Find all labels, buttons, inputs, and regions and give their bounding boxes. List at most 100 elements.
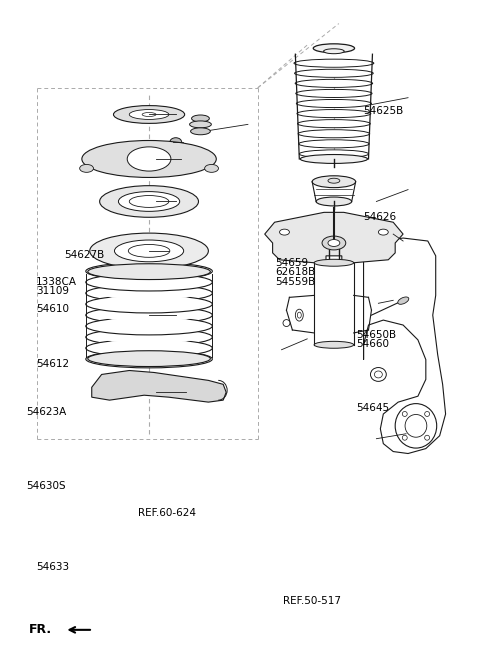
Ellipse shape — [170, 138, 182, 147]
Ellipse shape — [86, 317, 212, 335]
Text: 54610: 54610 — [36, 305, 69, 314]
Ellipse shape — [297, 312, 301, 318]
Ellipse shape — [303, 81, 365, 86]
Ellipse shape — [313, 44, 355, 52]
Text: 1338CA: 1338CA — [36, 277, 77, 287]
Ellipse shape — [279, 229, 289, 235]
Ellipse shape — [119, 192, 180, 212]
Ellipse shape — [405, 415, 427, 438]
Ellipse shape — [102, 331, 196, 344]
Ellipse shape — [88, 264, 210, 280]
Text: 31109: 31109 — [36, 286, 69, 296]
Ellipse shape — [80, 164, 94, 172]
Ellipse shape — [305, 121, 362, 126]
Ellipse shape — [100, 185, 199, 217]
Ellipse shape — [90, 233, 208, 269]
Ellipse shape — [113, 105, 185, 123]
Ellipse shape — [298, 130, 370, 138]
Ellipse shape — [316, 197, 352, 206]
Text: 54650B: 54650B — [356, 330, 396, 340]
Text: 54625B: 54625B — [363, 105, 404, 116]
Ellipse shape — [298, 120, 370, 128]
Ellipse shape — [304, 101, 363, 106]
Ellipse shape — [402, 411, 407, 417]
Ellipse shape — [378, 229, 388, 235]
Ellipse shape — [304, 90, 364, 96]
Ellipse shape — [395, 403, 437, 448]
Ellipse shape — [328, 240, 340, 246]
Ellipse shape — [297, 109, 371, 118]
Ellipse shape — [306, 131, 362, 136]
Ellipse shape — [86, 273, 212, 291]
Ellipse shape — [314, 259, 354, 266]
Text: 54633: 54633 — [36, 562, 69, 572]
Polygon shape — [363, 238, 445, 453]
Ellipse shape — [295, 69, 373, 77]
Text: 54626: 54626 — [363, 212, 396, 223]
Ellipse shape — [86, 263, 212, 280]
Polygon shape — [264, 212, 403, 263]
Ellipse shape — [425, 411, 430, 417]
Ellipse shape — [102, 309, 196, 322]
Ellipse shape — [114, 240, 184, 262]
Text: 54659: 54659 — [276, 258, 309, 268]
Ellipse shape — [142, 113, 156, 117]
Ellipse shape — [296, 100, 372, 107]
Ellipse shape — [191, 128, 210, 135]
Ellipse shape — [86, 295, 212, 313]
Ellipse shape — [102, 352, 196, 365]
Ellipse shape — [300, 155, 368, 163]
Text: 62618B: 62618B — [276, 267, 316, 278]
Ellipse shape — [324, 48, 344, 54]
Text: REF.50-517: REF.50-517 — [283, 595, 341, 606]
Ellipse shape — [204, 164, 218, 172]
Text: REF.60-624: REF.60-624 — [138, 508, 196, 518]
Ellipse shape — [86, 328, 212, 346]
Ellipse shape — [86, 350, 212, 368]
Ellipse shape — [102, 287, 196, 300]
Ellipse shape — [295, 79, 372, 87]
Ellipse shape — [314, 341, 354, 348]
Ellipse shape — [302, 71, 365, 76]
Ellipse shape — [307, 141, 361, 147]
Ellipse shape — [129, 196, 169, 208]
Ellipse shape — [305, 111, 363, 117]
Ellipse shape — [86, 284, 212, 302]
Text: 54612: 54612 — [36, 360, 69, 369]
Text: 54623A: 54623A — [26, 407, 67, 417]
Ellipse shape — [295, 309, 303, 321]
Ellipse shape — [129, 109, 169, 119]
Ellipse shape — [128, 244, 170, 257]
Ellipse shape — [307, 151, 360, 157]
Ellipse shape — [299, 140, 369, 148]
Ellipse shape — [102, 276, 196, 289]
Ellipse shape — [127, 147, 171, 171]
Ellipse shape — [190, 121, 211, 128]
Ellipse shape — [102, 320, 196, 333]
Ellipse shape — [192, 115, 209, 122]
Ellipse shape — [86, 307, 212, 324]
Ellipse shape — [102, 297, 196, 310]
Ellipse shape — [296, 90, 372, 98]
Ellipse shape — [312, 176, 356, 187]
Ellipse shape — [86, 339, 212, 357]
Ellipse shape — [82, 140, 216, 178]
Ellipse shape — [425, 436, 430, 440]
Polygon shape — [92, 371, 226, 402]
Ellipse shape — [300, 150, 369, 158]
Ellipse shape — [402, 436, 407, 440]
Ellipse shape — [398, 297, 409, 305]
Ellipse shape — [102, 341, 196, 354]
Ellipse shape — [283, 320, 290, 326]
Text: 54627B: 54627B — [64, 250, 105, 260]
Ellipse shape — [294, 59, 374, 67]
Ellipse shape — [371, 367, 386, 381]
Ellipse shape — [322, 236, 346, 250]
Text: 54630S: 54630S — [26, 481, 66, 491]
Text: 54660: 54660 — [356, 339, 389, 349]
Ellipse shape — [88, 350, 210, 367]
Text: FR.: FR. — [29, 624, 52, 637]
Ellipse shape — [328, 178, 340, 183]
Text: 54645: 54645 — [356, 403, 389, 413]
Text: 54559B: 54559B — [276, 277, 316, 287]
